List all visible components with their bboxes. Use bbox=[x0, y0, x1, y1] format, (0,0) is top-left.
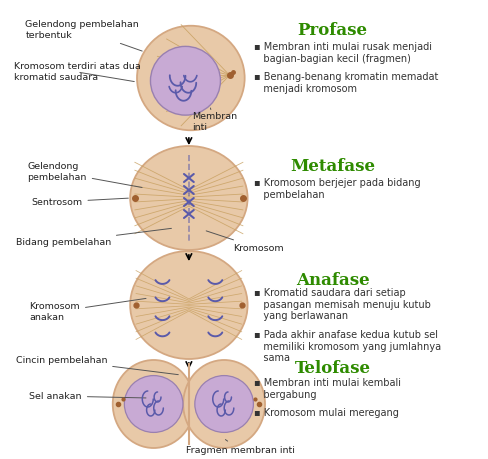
Text: Bidang pembelahan: Bidang pembelahan bbox=[16, 228, 171, 246]
Ellipse shape bbox=[137, 26, 244, 130]
Text: ▪ Benang-benang kromatin memadat
   menjadi kromosom: ▪ Benang-benang kromatin memadat menjadi… bbox=[254, 72, 439, 94]
Text: ▪ Membran inti mulai kembali
   bergabung: ▪ Membran inti mulai kembali bergabung bbox=[254, 378, 402, 400]
Ellipse shape bbox=[130, 251, 247, 359]
Text: Kromosom: Kromosom bbox=[206, 231, 284, 252]
Text: ▪ Kromatid saudara dari setiap
   pasangan memisah menuju kutub
   yang berlawan: ▪ Kromatid saudara dari setiap pasangan … bbox=[254, 288, 431, 321]
Text: Gelendong
pembelahan: Gelendong pembelahan bbox=[27, 162, 142, 188]
Ellipse shape bbox=[183, 360, 265, 448]
Text: ▪ Kromosom mulai meregang: ▪ Kromosom mulai meregang bbox=[254, 408, 399, 418]
Ellipse shape bbox=[150, 46, 221, 115]
Text: ▪ Membran inti mulai rusak menjadi
   bagian-bagian kecil (fragmen): ▪ Membran inti mulai rusak menjadi bagia… bbox=[254, 42, 432, 64]
Text: Gelendong pembelahan
terbentuk: Gelendong pembelahan terbentuk bbox=[25, 20, 142, 51]
Text: Telofase: Telofase bbox=[295, 360, 371, 377]
Ellipse shape bbox=[113, 360, 195, 448]
Text: Profase: Profase bbox=[298, 22, 368, 39]
Text: ▪ Pada akhir anafase kedua kutub sel
   memiliki kromosom yang jumlahnya
   sama: ▪ Pada akhir anafase kedua kutub sel mem… bbox=[254, 330, 442, 363]
Text: Metafase: Metafase bbox=[290, 158, 375, 175]
Text: Kromosom
anakan: Kromosom anakan bbox=[29, 298, 146, 322]
Text: Sel anakan: Sel anakan bbox=[29, 392, 146, 401]
Text: Cincin pembelahan: Cincin pembelahan bbox=[16, 356, 178, 375]
Text: Fragmen membran inti: Fragmen membran inti bbox=[186, 440, 295, 454]
Text: Anafase: Anafase bbox=[296, 272, 369, 289]
Text: ▪ Kromosom berjejer pada bidang
   pembelahan: ▪ Kromosom berjejer pada bidang pembelah… bbox=[254, 178, 421, 200]
Text: Membran
inti: Membran inti bbox=[192, 108, 237, 132]
Text: Kromosom terdiri atas dua
kromatid saudara: Kromosom terdiri atas dua kromatid sauda… bbox=[14, 62, 141, 82]
Ellipse shape bbox=[195, 375, 253, 432]
Text: Sentrosom: Sentrosom bbox=[31, 197, 128, 207]
Ellipse shape bbox=[124, 375, 183, 432]
Ellipse shape bbox=[130, 146, 247, 250]
